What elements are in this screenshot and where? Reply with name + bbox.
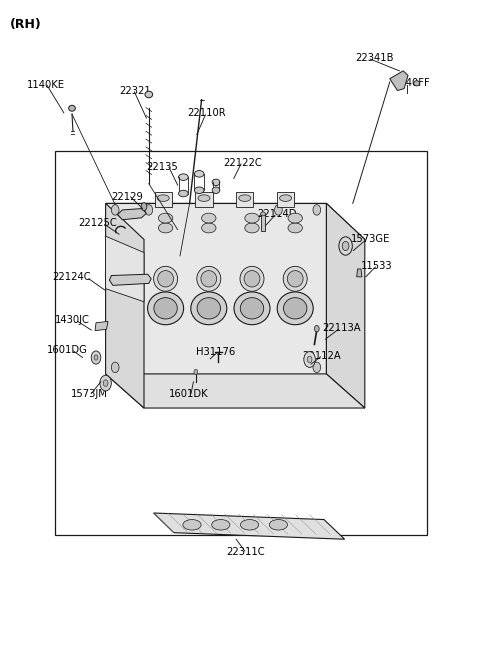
Ellipse shape xyxy=(244,270,260,287)
Polygon shape xyxy=(326,203,365,408)
Text: 22341B: 22341B xyxy=(355,52,394,63)
Ellipse shape xyxy=(287,270,303,287)
Polygon shape xyxy=(390,71,408,91)
Bar xyxy=(195,192,213,207)
Circle shape xyxy=(339,237,352,255)
Ellipse shape xyxy=(202,213,216,223)
Ellipse shape xyxy=(288,223,302,233)
Text: 22112A: 22112A xyxy=(302,350,341,361)
Text: 1140FF: 1140FF xyxy=(394,78,431,89)
Polygon shape xyxy=(154,513,345,539)
Ellipse shape xyxy=(269,520,288,530)
Ellipse shape xyxy=(179,190,188,197)
Ellipse shape xyxy=(157,270,173,287)
Ellipse shape xyxy=(239,195,251,201)
Text: 22129: 22129 xyxy=(111,192,143,202)
Polygon shape xyxy=(106,236,144,302)
Bar xyxy=(261,214,265,231)
Ellipse shape xyxy=(158,223,173,233)
Text: H31176: H31176 xyxy=(196,346,235,357)
Ellipse shape xyxy=(194,171,204,177)
Ellipse shape xyxy=(148,292,184,325)
Circle shape xyxy=(313,205,321,215)
Text: 22135: 22135 xyxy=(146,162,178,173)
Ellipse shape xyxy=(240,266,264,291)
Ellipse shape xyxy=(283,266,307,291)
Text: 1573JM: 1573JM xyxy=(71,388,108,399)
Text: 22321: 22321 xyxy=(119,85,151,96)
Text: (RH): (RH) xyxy=(10,18,41,31)
Ellipse shape xyxy=(201,270,217,287)
Text: 11533: 11533 xyxy=(361,260,393,271)
Ellipse shape xyxy=(240,520,259,530)
Ellipse shape xyxy=(288,213,302,223)
Text: 22110R: 22110R xyxy=(187,108,226,119)
Text: 22122C: 22122C xyxy=(223,157,262,168)
Circle shape xyxy=(111,362,119,373)
Ellipse shape xyxy=(212,179,220,186)
Text: 22114D: 22114D xyxy=(257,209,296,219)
Ellipse shape xyxy=(157,195,169,201)
Circle shape xyxy=(194,369,198,375)
Ellipse shape xyxy=(69,105,75,111)
Ellipse shape xyxy=(284,298,307,319)
Circle shape xyxy=(145,205,153,215)
Polygon shape xyxy=(106,203,326,374)
Ellipse shape xyxy=(234,292,270,325)
Ellipse shape xyxy=(197,266,221,291)
Text: 1573GE: 1573GE xyxy=(350,234,390,245)
Circle shape xyxy=(94,355,98,360)
Polygon shape xyxy=(106,203,144,408)
Ellipse shape xyxy=(154,266,178,291)
Circle shape xyxy=(307,356,312,363)
Polygon shape xyxy=(95,321,108,331)
Circle shape xyxy=(103,380,108,386)
Ellipse shape xyxy=(154,298,177,319)
Ellipse shape xyxy=(212,187,220,194)
Polygon shape xyxy=(109,274,151,285)
Polygon shape xyxy=(118,209,146,220)
Polygon shape xyxy=(357,269,362,277)
Ellipse shape xyxy=(240,298,264,319)
Ellipse shape xyxy=(197,298,220,319)
Text: 22124C: 22124C xyxy=(52,272,90,283)
Text: 1140KE: 1140KE xyxy=(26,80,64,91)
Ellipse shape xyxy=(198,195,210,201)
Text: 22113A: 22113A xyxy=(323,323,361,333)
Text: 22125C: 22125C xyxy=(78,218,117,228)
Circle shape xyxy=(111,205,119,215)
Ellipse shape xyxy=(245,223,259,233)
Circle shape xyxy=(275,205,282,215)
Ellipse shape xyxy=(279,195,291,201)
Bar xyxy=(236,192,253,207)
Circle shape xyxy=(100,375,111,391)
Text: 1601DG: 1601DG xyxy=(47,344,88,355)
Bar xyxy=(55,151,427,535)
Ellipse shape xyxy=(158,213,173,223)
Circle shape xyxy=(313,362,321,373)
Polygon shape xyxy=(106,203,365,239)
Ellipse shape xyxy=(245,213,259,223)
Bar xyxy=(155,192,172,207)
Ellipse shape xyxy=(261,212,265,216)
Ellipse shape xyxy=(277,292,313,325)
Text: 1601DK: 1601DK xyxy=(169,388,209,399)
Text: 22311C: 22311C xyxy=(227,547,265,558)
Ellipse shape xyxy=(212,520,230,530)
Ellipse shape xyxy=(191,292,227,325)
Circle shape xyxy=(314,325,319,332)
Ellipse shape xyxy=(414,81,420,86)
Text: 1430JC: 1430JC xyxy=(55,315,90,325)
Circle shape xyxy=(141,203,147,211)
Polygon shape xyxy=(106,374,365,408)
Ellipse shape xyxy=(145,91,153,98)
Circle shape xyxy=(304,352,315,367)
Ellipse shape xyxy=(194,187,204,194)
Ellipse shape xyxy=(179,174,188,180)
Bar xyxy=(277,192,294,207)
Circle shape xyxy=(91,351,101,364)
Circle shape xyxy=(342,241,349,251)
Ellipse shape xyxy=(202,223,216,233)
Ellipse shape xyxy=(183,520,201,530)
